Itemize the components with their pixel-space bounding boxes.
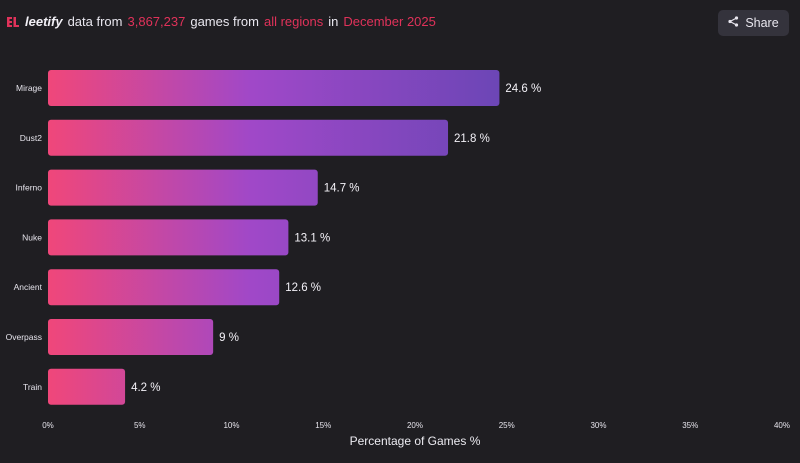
value-label: 14.7 %	[324, 183, 360, 195]
bar-dust2[interactable]	[48, 119, 449, 156]
category-label: Inferno	[16, 183, 43, 193]
category-label: Overpass	[6, 332, 42, 342]
value-label: 9 %	[219, 332, 239, 344]
brand-name: leetify	[25, 14, 63, 29]
x-tick-label: 40%	[774, 421, 790, 430]
category-label: Nuke	[22, 232, 42, 242]
header-text-2: games from	[190, 14, 259, 29]
category-label: Train	[23, 382, 42, 392]
bar-inferno[interactable]	[48, 169, 318, 206]
value-label: 13.1 %	[294, 232, 330, 244]
category-label: Dust2	[20, 133, 42, 143]
value-label: 21.8 %	[454, 133, 490, 145]
share-icon	[728, 16, 739, 30]
x-tick-label: 5%	[134, 421, 146, 430]
bar-nuke[interactable]	[48, 219, 289, 256]
leetify-logo-icon	[6, 15, 20, 29]
x-tick-label: 30%	[590, 421, 606, 430]
bar-overpass[interactable]	[48, 319, 214, 355]
x-tick-label: 10%	[223, 421, 239, 430]
bar-mirage[interactable]	[48, 70, 500, 106]
value-label: 4.2 %	[131, 382, 160, 394]
share-label: Share	[745, 16, 779, 30]
bar-train[interactable]	[48, 368, 126, 405]
bar-ancient[interactable]	[48, 269, 280, 306]
x-axis-title: Percentage of Games %	[350, 434, 481, 448]
value-label: 12.6 %	[285, 282, 321, 294]
category-label: Ancient	[14, 282, 43, 292]
share-button[interactable]: Share	[718, 10, 789, 36]
x-tick-label: 25%	[499, 421, 515, 430]
region-filter[interactable]: all regions	[263, 14, 324, 29]
header-text-3: in	[328, 14, 339, 29]
x-tick-label: 0%	[42, 421, 54, 430]
category-label: Mirage	[16, 83, 42, 93]
x-tick-label: 35%	[682, 421, 698, 430]
header: leetify data from 3,867,237 games from a…	[6, 14, 436, 29]
x-tick-label: 15%	[315, 421, 331, 430]
period-filter[interactable]: December 2025	[343, 14, 436, 29]
value-label: 24.6 %	[505, 83, 541, 95]
games-count: 3,867,237	[127, 14, 186, 29]
header-text-1: data from	[67, 14, 123, 29]
x-tick-label: 20%	[407, 421, 423, 430]
